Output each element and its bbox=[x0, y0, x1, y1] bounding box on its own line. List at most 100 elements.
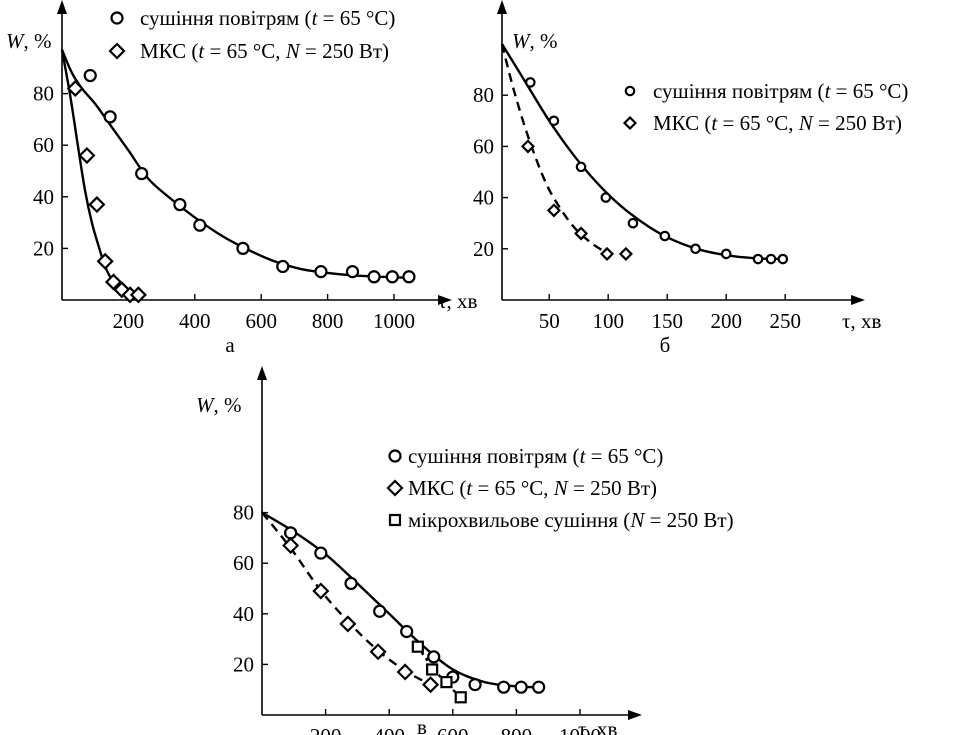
data-point bbox=[514, 680, 528, 694]
data-point bbox=[548, 115, 560, 127]
x-axis-label: τ, хв bbox=[842, 309, 881, 333]
series-1 bbox=[60, 49, 416, 284]
series-curve bbox=[60, 49, 409, 280]
data-point bbox=[600, 192, 612, 203]
x-tick-label: 1000 bbox=[373, 309, 415, 333]
x-tick-label: 400 bbox=[179, 309, 211, 333]
data-point bbox=[659, 230, 671, 242]
data-point bbox=[454, 691, 467, 704]
data-point bbox=[339, 615, 357, 633]
data-point bbox=[546, 203, 561, 218]
legend-marker bbox=[622, 115, 638, 131]
x-axis-label: τ, хв bbox=[578, 717, 617, 735]
series-2 bbox=[261, 511, 440, 694]
data-point bbox=[627, 217, 639, 229]
x-tick-label: 800 bbox=[312, 309, 344, 333]
legend-marker bbox=[386, 479, 404, 497]
y-tick-label: 60 bbox=[33, 133, 54, 157]
data-point bbox=[468, 678, 482, 692]
y-tick-label: 40 bbox=[33, 185, 54, 209]
data-point bbox=[96, 252, 114, 270]
y-tick-label: 80 bbox=[233, 501, 254, 525]
legend-label: МКС (t = 65 °С, N = 250 Вт) bbox=[140, 39, 389, 63]
x-axis-arrowhead bbox=[628, 710, 642, 720]
data-point bbox=[88, 195, 106, 214]
x-tick-label: 50 bbox=[539, 309, 560, 333]
data-point bbox=[236, 241, 250, 255]
data-point bbox=[720, 248, 732, 260]
legend-marker bbox=[108, 42, 126, 60]
data-point bbox=[104, 273, 123, 291]
data-point bbox=[193, 218, 207, 232]
data-point bbox=[314, 546, 328, 560]
y-tick-label: 60 bbox=[233, 551, 254, 575]
data-point bbox=[427, 650, 441, 664]
series-1 bbox=[500, 43, 789, 265]
data-point bbox=[276, 259, 290, 274]
x-axis-label: τ, хв bbox=[438, 289, 477, 313]
legend-marker bbox=[110, 11, 124, 25]
y-axis-label: W, % bbox=[512, 29, 558, 53]
y-axis-arrowhead bbox=[257, 366, 267, 380]
x-axis-arrowhead bbox=[851, 295, 865, 305]
data-point bbox=[78, 146, 96, 165]
data-point bbox=[385, 270, 399, 284]
legend-marker bbox=[388, 449, 402, 463]
data-point bbox=[426, 663, 439, 676]
data-point bbox=[618, 246, 633, 261]
data-point bbox=[440, 676, 453, 689]
x-tick-label: 600 bbox=[437, 724, 469, 735]
data-point bbox=[752, 253, 764, 265]
chart-panel-3: 200 400 600 800 1000 20 40 60 80 W, % τ, хв в сушінн… bbox=[196, 366, 734, 735]
y-axis-label: W, % bbox=[196, 393, 242, 417]
legend-label: сушіння повітрям (t = 65 °С) bbox=[140, 6, 395, 30]
legend-label: сушіння повітрям (t = 65 °С) bbox=[653, 79, 908, 103]
y-tick-label: 80 bbox=[33, 82, 54, 106]
data-point bbox=[373, 604, 387, 618]
legend-marker bbox=[388, 513, 402, 527]
data-point bbox=[135, 166, 149, 181]
y-axis-arrowhead bbox=[497, 0, 507, 14]
data-point bbox=[129, 286, 147, 304]
data-point bbox=[282, 536, 300, 555]
chart-panel-1: 200 400 600 800 1000 20 40 60 80 W, % τ, хв а сушінн… bbox=[6, 0, 477, 357]
series-1 bbox=[261, 511, 546, 694]
data-point bbox=[765, 253, 777, 265]
chart-panel-2: 50 100 150 200 250 20 40 60 80 W, % τ, хв б сушіння … bbox=[473, 0, 908, 357]
y-tick-label: 60 bbox=[473, 134, 494, 158]
data-point bbox=[103, 110, 117, 124]
panel-label: б bbox=[660, 333, 671, 357]
series-curve bbox=[261, 511, 539, 689]
panel-label: а bbox=[225, 333, 235, 357]
x-tick-label: 800 bbox=[501, 724, 533, 735]
data-point bbox=[575, 161, 587, 173]
data-point bbox=[312, 582, 330, 600]
x-tick-label: 100 bbox=[592, 309, 624, 333]
y-tick-label: 40 bbox=[233, 602, 254, 626]
data-point bbox=[497, 680, 511, 694]
y-axis-arrowhead bbox=[57, 0, 67, 14]
data-point bbox=[173, 197, 187, 212]
data-point bbox=[520, 139, 536, 154]
data-point bbox=[66, 79, 84, 97]
series-3 bbox=[411, 640, 467, 704]
x-tick-label: 200 bbox=[113, 309, 145, 333]
x-axis-arrowhead bbox=[438, 295, 452, 305]
data-point bbox=[344, 576, 358, 591]
y-tick-label: 20 bbox=[473, 237, 494, 261]
data-point bbox=[777, 253, 789, 265]
x-tick-label: 1000 bbox=[559, 724, 601, 735]
y-tick-label: 20 bbox=[233, 652, 254, 676]
data-point bbox=[284, 526, 298, 540]
data-point bbox=[369, 643, 387, 661]
x-tick-label: 200 bbox=[710, 309, 742, 333]
legend-label: сушіння повітрям (t = 65 °С) bbox=[408, 444, 663, 468]
series-2 bbox=[500, 43, 633, 261]
x-tick-label: 600 bbox=[245, 309, 277, 333]
y-axis-label: W, % bbox=[6, 29, 52, 53]
x-tick-label: 150 bbox=[651, 309, 683, 333]
data-point bbox=[402, 270, 416, 284]
data-point bbox=[525, 77, 536, 88]
data-point bbox=[396, 663, 414, 681]
